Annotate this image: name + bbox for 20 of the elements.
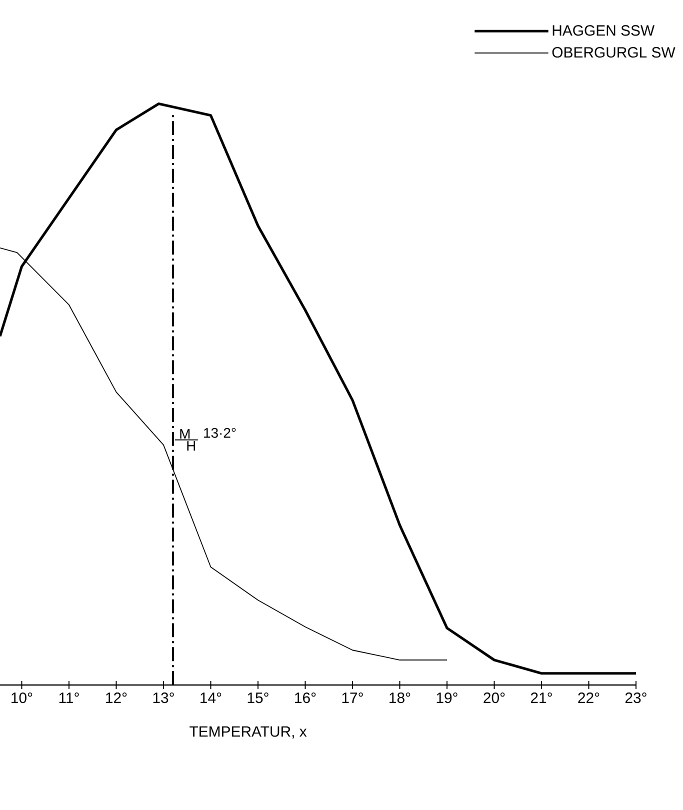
x-tick-label: 18° [390,692,410,704]
x-tick-label: 14° [200,692,222,703]
x-tick-label: 23° [625,692,646,704]
x-tick-label: 21° [530,692,552,703]
x-tick-label: 13° [153,692,174,704]
x-tick-label: 11° [59,692,79,703]
annotation: M [180,429,190,439]
x-tick-label: 19° [436,692,458,704]
x-tick-label: 22° [578,692,600,703]
x-axis-title: TEMPERATUR, x [190,726,307,739]
x-tick-label: 15° [248,692,268,704]
x-tick-label: 20° [484,692,505,704]
x-tick-label: 10° [12,692,32,704]
legend-label: OBERGURGL SW [552,47,676,58]
ref-line-label: 13·2° [204,428,236,438]
x-tick-label: 12° [106,692,127,703]
legend-label: HAGGEN SSW [552,25,655,36]
annotation: H [187,441,196,451]
x-tick-label: 17° [342,692,363,703]
x-tick-label: 16° [295,692,316,704]
